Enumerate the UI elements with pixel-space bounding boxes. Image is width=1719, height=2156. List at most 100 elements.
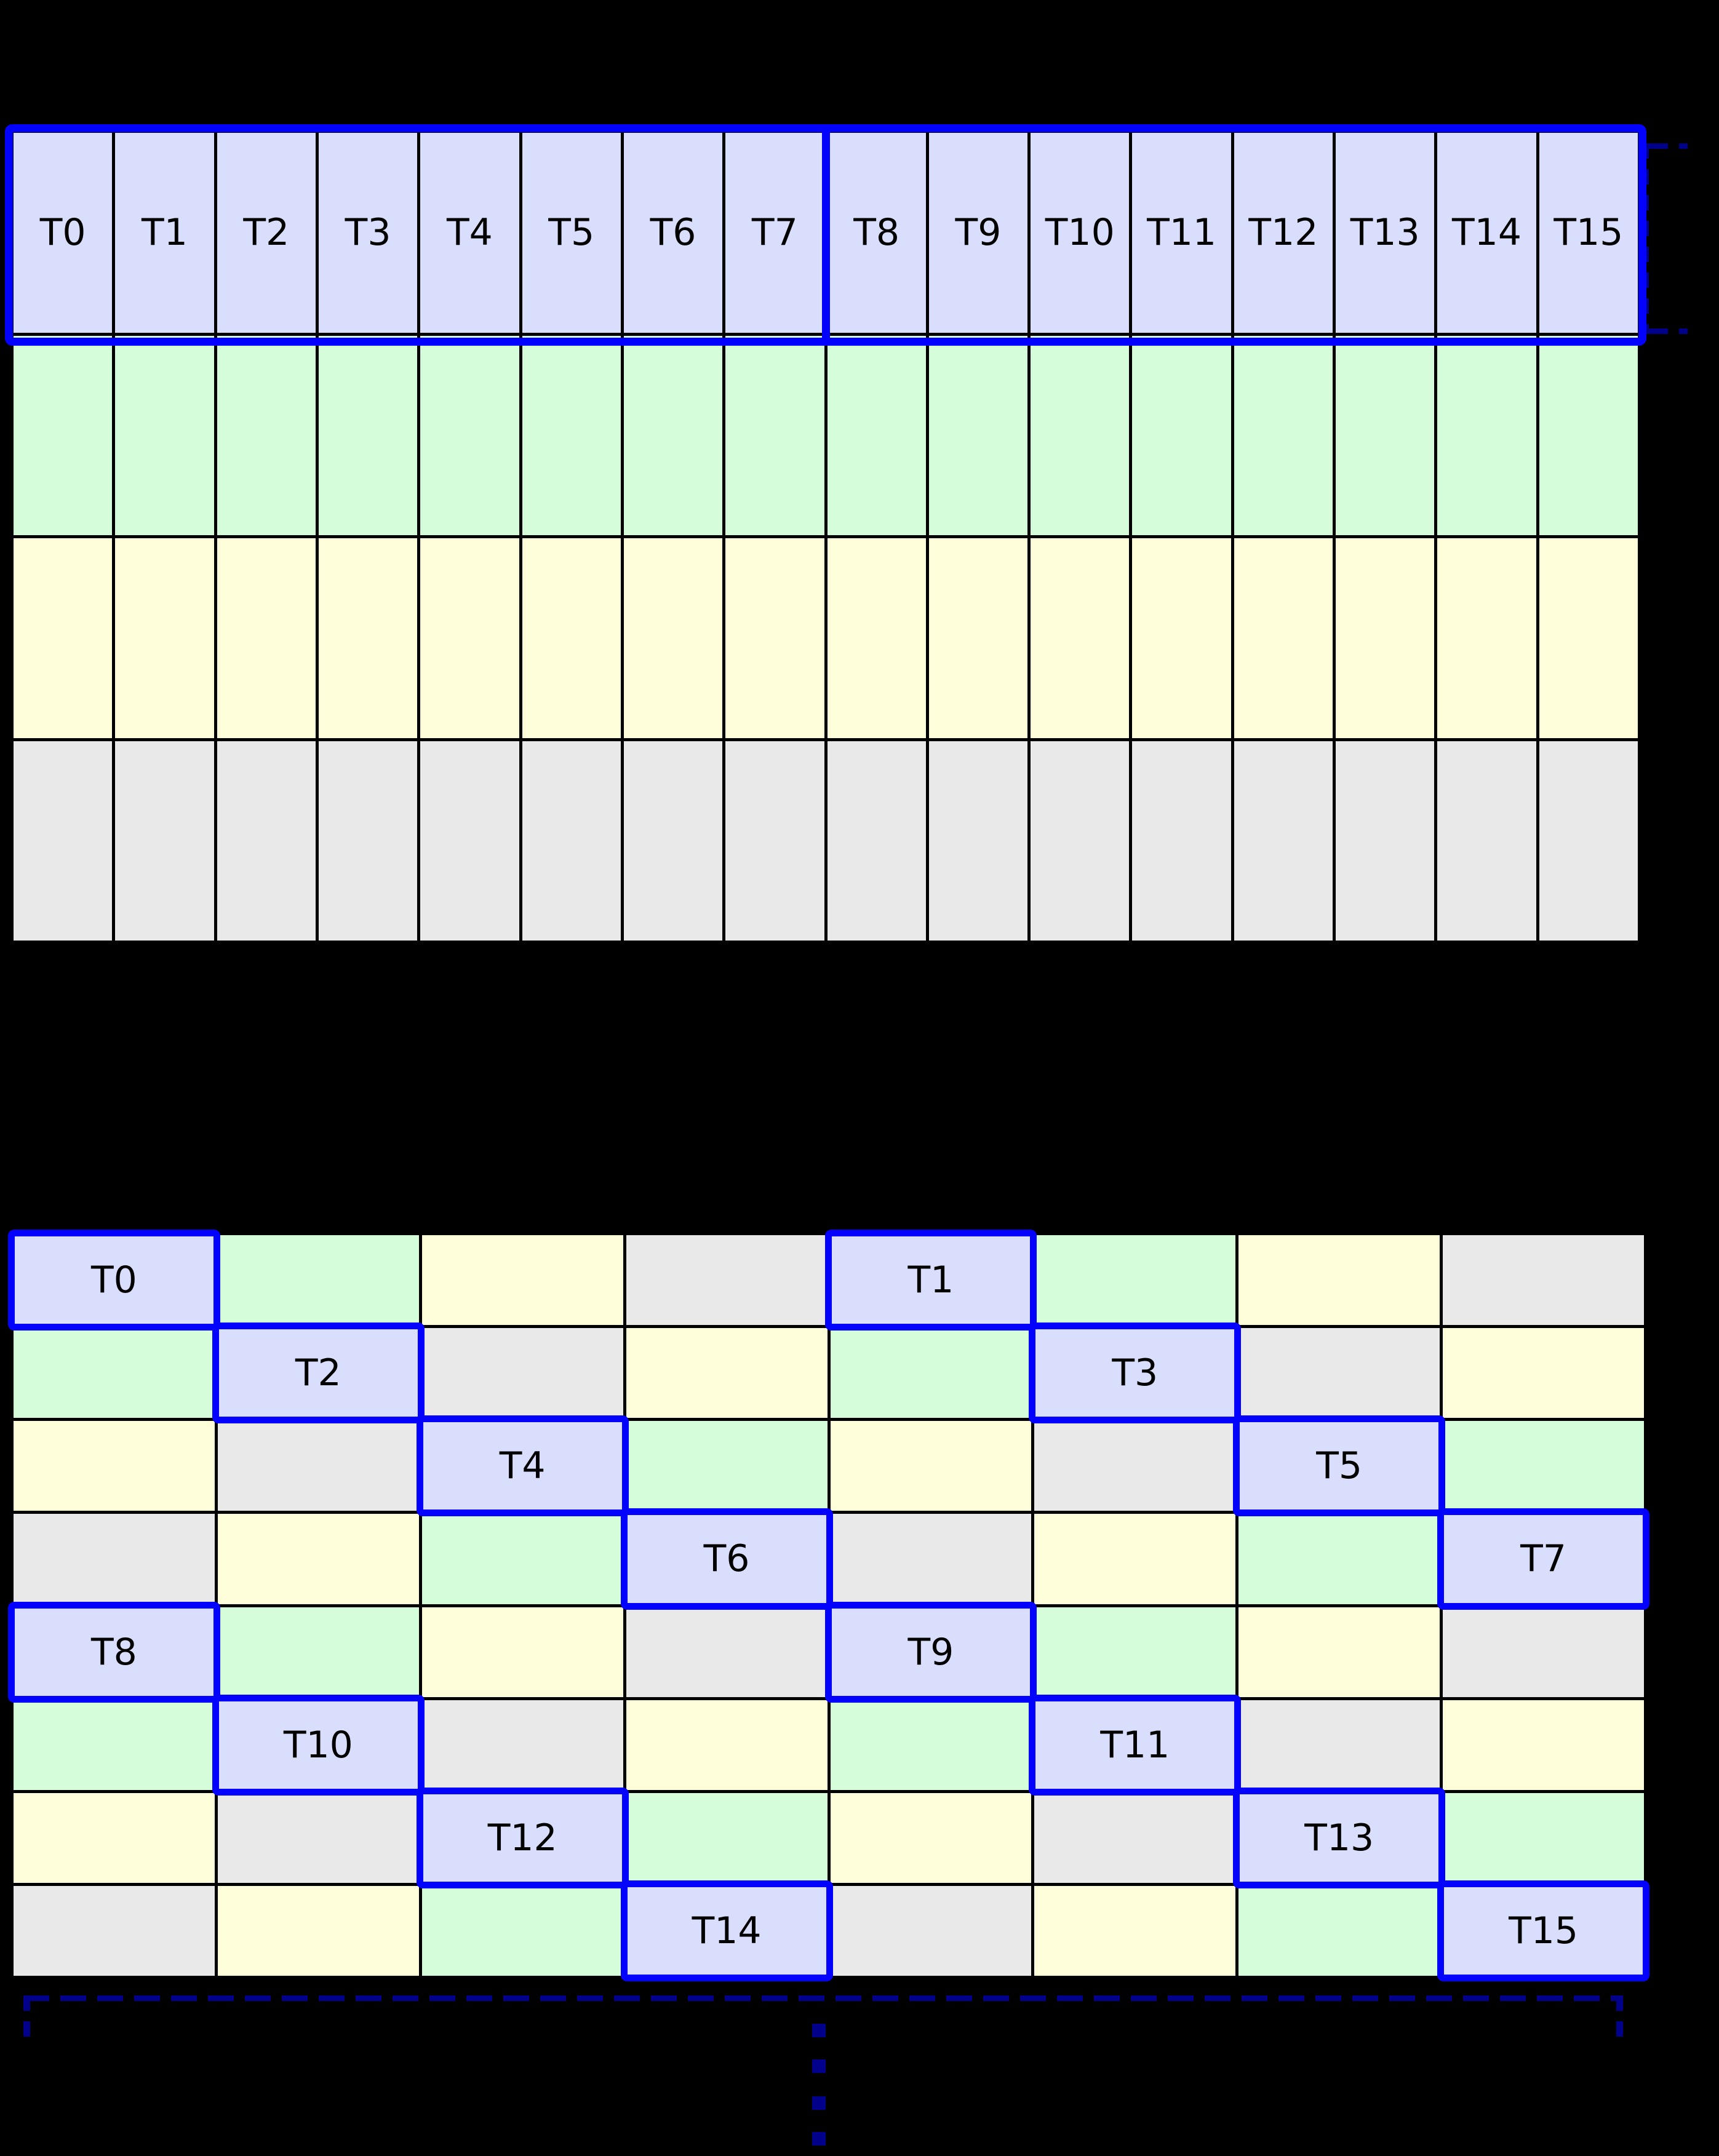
- ellipsis-dot: [812, 2132, 826, 2146]
- thread-cell: T14: [620, 1880, 833, 1981]
- row-span-bracket-top-arm: [1642, 143, 1688, 149]
- thread-label: T12: [487, 1816, 557, 1860]
- memory-cell: [14, 1328, 215, 1418]
- thread-cell: T5: [1233, 1415, 1446, 1517]
- memory-cell: [623, 335, 723, 535]
- memory-cell: [217, 335, 316, 535]
- memory-cell: [115, 538, 214, 738]
- memory-cell: [1238, 1514, 1440, 1604]
- memory-cell: [421, 1607, 623, 1697]
- memory-cell: [830, 1514, 1032, 1604]
- thread-label: T8: [853, 211, 900, 255]
- row-span-bracket-bottom-arm: [1642, 328, 1688, 334]
- memory-cell: [217, 1885, 419, 1976]
- memory-cell: [217, 1421, 419, 1511]
- memory-cell: [217, 741, 316, 941]
- thread-cell: T0: [14, 133, 113, 333]
- memory-cell: [830, 1792, 1032, 1883]
- thread-label: T11: [1100, 1723, 1170, 1767]
- memory-cell: [522, 335, 621, 535]
- memory-cell: [522, 538, 621, 738]
- memory-cell: [1031, 335, 1130, 535]
- thread-label: T4: [499, 1444, 546, 1488]
- ellipsis-dot: [812, 2024, 826, 2037]
- thread-cell: T4: [416, 1415, 629, 1517]
- thread-label: T5: [1316, 1444, 1363, 1488]
- thread-label: T7: [1520, 1537, 1566, 1581]
- memory-cell: [1034, 1607, 1236, 1697]
- thread-cell: T11: [1132, 133, 1231, 333]
- memory-cell: [1437, 741, 1536, 941]
- memory-cell: [827, 741, 926, 941]
- thread-cell: T3: [1029, 1323, 1242, 1424]
- thread-label: T14: [1452, 211, 1522, 255]
- memory-cell: [1234, 538, 1333, 738]
- memory-cell: [1234, 741, 1333, 941]
- memory-cell: [626, 1235, 828, 1326]
- memory-cell: [1336, 538, 1435, 738]
- memory-cell: [1238, 1235, 1440, 1326]
- memory-cell: [928, 538, 1028, 738]
- memory-cell: [827, 538, 926, 738]
- memory-cell: [1539, 538, 1638, 738]
- memory-cell: [14, 741, 113, 941]
- memory-cell: [623, 538, 723, 738]
- thread-label: T0: [91, 1259, 137, 1302]
- memory-cell: [1238, 1607, 1440, 1697]
- memory-cell: [318, 335, 418, 535]
- memory-cell: [1034, 1792, 1236, 1883]
- memory-cell: [928, 741, 1028, 941]
- grid-width-bracket-bar: [23, 1995, 1623, 2001]
- ellipsis-dot: [812, 2096, 826, 2110]
- thread-label: T12: [1248, 211, 1318, 255]
- thread-label: T6: [703, 1537, 750, 1581]
- memory-cell: [1031, 741, 1130, 941]
- memory-cell: [626, 1607, 828, 1697]
- bottom-grid: T0 T1 T2 T3 T4 T5 T6 T7 T8 T9 T10 T11 T12 T13 T14 T15: [8, 1230, 1649, 1981]
- thread-label: T13: [1304, 1816, 1374, 1860]
- memory-cell: [421, 1700, 623, 1790]
- thread-cell: T1: [115, 133, 214, 333]
- memory-cell: [1238, 1885, 1440, 1976]
- memory-cell: [14, 335, 113, 535]
- thread-cell: T12: [1234, 133, 1333, 333]
- thread-label: T4: [446, 211, 493, 255]
- thread-label: T15: [1509, 1909, 1579, 1952]
- memory-cell: [928, 335, 1028, 535]
- thread-label: T6: [650, 211, 696, 255]
- memory-cell: [1443, 1700, 1644, 1790]
- memory-cell: [626, 1421, 828, 1511]
- grid-width-bracket-right-arm: [1616, 1995, 1623, 2042]
- thread-cell: T13: [1336, 133, 1435, 333]
- memory-cell: [522, 741, 621, 941]
- thread-cell: T9: [928, 133, 1028, 333]
- thread-cell: T2: [217, 133, 316, 333]
- memory-cell: [1443, 1792, 1644, 1883]
- thread-cell: T10: [212, 1694, 425, 1796]
- memory-cell: [1132, 741, 1231, 941]
- memory-cell: [725, 538, 824, 738]
- thread-cell: T7: [725, 133, 824, 333]
- memory-cell: [830, 1885, 1032, 1976]
- memory-cell: [1443, 1328, 1644, 1418]
- memory-cell: [421, 1235, 623, 1326]
- thread-label: T7: [751, 211, 798, 255]
- memory-cell: [1034, 1514, 1236, 1604]
- thread-label: T9: [955, 211, 1002, 255]
- memory-cell: [1443, 1421, 1644, 1511]
- memory-cell: [420, 741, 519, 941]
- thread-label: T11: [1147, 211, 1217, 255]
- thread-cell: T4: [420, 133, 519, 333]
- memory-cell: [1443, 1235, 1644, 1326]
- memory-cell: [421, 1885, 623, 1976]
- thread-cell: T11: [1029, 1694, 1242, 1796]
- thread-label: T1: [142, 211, 188, 255]
- memory-cell: [830, 1421, 1032, 1511]
- thread-label: T10: [1045, 211, 1115, 255]
- memory-cell: [1336, 741, 1435, 941]
- thread-cell: T6: [620, 1508, 833, 1610]
- memory-cell: [115, 335, 214, 535]
- thread-cell: T12: [416, 1787, 629, 1888]
- memory-cell: [1234, 335, 1333, 535]
- thread-cell: T7: [1437, 1508, 1649, 1610]
